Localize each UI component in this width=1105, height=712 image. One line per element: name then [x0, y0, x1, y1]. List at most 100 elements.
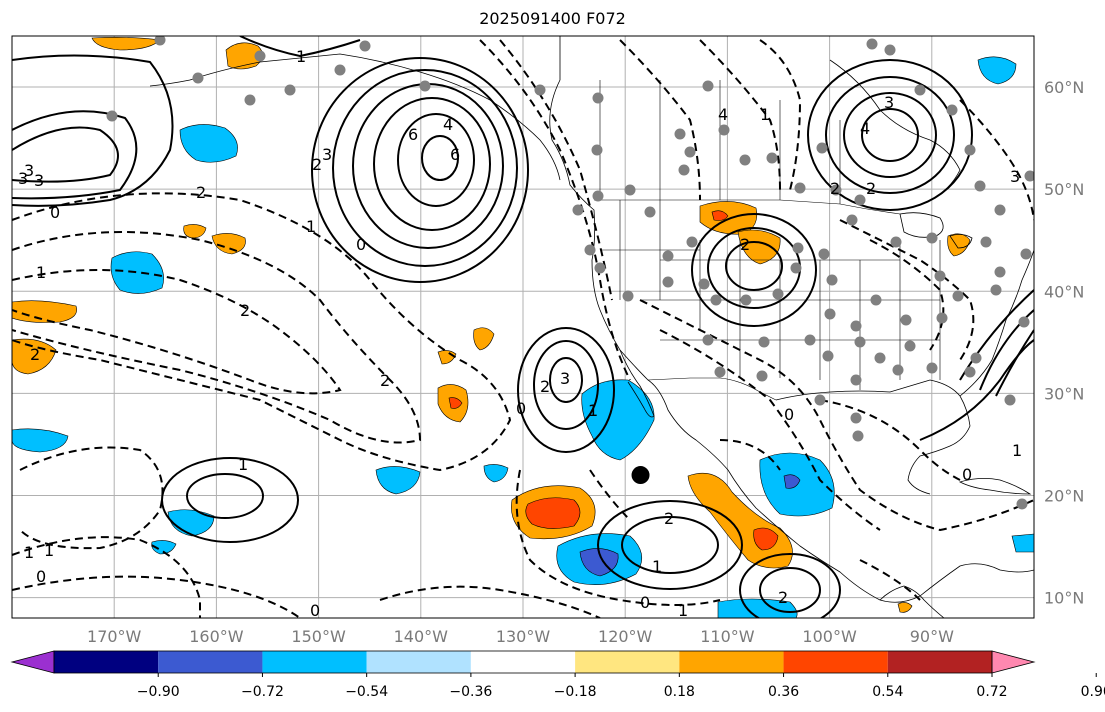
- lon-tick-label: 150°W: [291, 627, 346, 646]
- contour-label: 2: [240, 301, 250, 320]
- station-dot: [284, 84, 296, 96]
- colorbar: [10, 650, 1036, 674]
- great-lakes-2: [949, 234, 973, 249]
- station-dot: [698, 278, 710, 290]
- station-dot: [359, 40, 371, 52]
- station-dot: [974, 180, 986, 192]
- station-dot: [534, 84, 546, 96]
- colorbar-tick-label: −0.18: [554, 684, 597, 700]
- contour-dashed: [719, 439, 921, 601]
- contour-ring: [597, 500, 743, 590]
- contour-ring: [517, 327, 615, 453]
- contour-dashed: [379, 585, 601, 618]
- station-dot: [884, 44, 896, 56]
- station-dot: [824, 308, 836, 320]
- station-dot: [866, 38, 878, 50]
- contour-label: 2: [30, 345, 40, 364]
- contour-ring: [311, 57, 529, 283]
- lat-tick-label: 10°N: [1044, 589, 1084, 608]
- contour-ring: [725, 241, 783, 291]
- station-dot: [702, 334, 714, 346]
- station-dot: [772, 288, 784, 300]
- contour-label: 3: [560, 369, 570, 388]
- region-strong-positive: [525, 497, 581, 529]
- east-coast: [959, 249, 1034, 397]
- contour-label: 3: [322, 145, 332, 164]
- station-dot: [822, 350, 834, 362]
- region-positive: [91, 37, 161, 51]
- station-dot: [830, 184, 842, 196]
- station-dot: [794, 182, 806, 194]
- contour-ring: [825, 76, 955, 194]
- contour-ring: [861, 108, 919, 162]
- station-dot: [584, 244, 596, 256]
- station-dot: [900, 314, 912, 326]
- contour-label: 1: [1012, 441, 1022, 460]
- station-dot: [850, 320, 862, 332]
- colorbar-tick-label: −0.72: [241, 684, 284, 700]
- colorbar-swatch: [575, 651, 680, 673]
- contour-dashed: [819, 399, 961, 481]
- contour-label: 2: [540, 377, 550, 396]
- longitude-labels: 170°W 160°W 150°W 140°W 130°W 120°W 110°W 100°W…: [87, 627, 954, 646]
- region-strong-positive: [753, 527, 779, 551]
- station-dot: [936, 312, 948, 324]
- station-dot: [714, 366, 726, 378]
- station-dot: [758, 336, 770, 348]
- contours-negative: [12, 39, 1034, 618]
- colorbar-tick-label: 0.90: [1081, 684, 1105, 700]
- region-negative: [977, 56, 1017, 85]
- contour-label: 0: [516, 399, 526, 418]
- contour-ring: [621, 516, 719, 574]
- contour-ring: [759, 567, 821, 613]
- contour-line: [919, 339, 1034, 441]
- station-dot: [870, 294, 882, 306]
- station-dot: [592, 190, 604, 202]
- contour-dashed: [12, 575, 301, 618]
- us-mexico-border: [647, 377, 777, 401]
- colorbar-tick-label: 0.18: [664, 684, 695, 700]
- station-dot: [702, 80, 714, 92]
- station-dot: [1024, 170, 1034, 182]
- contour-dashed: [659, 329, 881, 531]
- lon-tick-label: 130°W: [496, 627, 551, 646]
- station-dot: [1020, 248, 1032, 260]
- station-dot: [622, 290, 634, 302]
- contour-dashed: [12, 536, 201, 618]
- colorbar-swatch: [470, 651, 576, 673]
- region-positive: [473, 327, 495, 351]
- coastlines: [149, 36, 1034, 618]
- station-dot: [740, 294, 752, 306]
- station-dot: [946, 104, 958, 116]
- contour-label: 3: [884, 93, 894, 112]
- station-dot: [254, 50, 266, 62]
- station-dot: [818, 248, 830, 260]
- station-dot: [756, 370, 768, 382]
- station-dot: [739, 154, 751, 166]
- colorbar-tick-label: 0.72: [976, 684, 1007, 700]
- station-dot: [850, 374, 862, 386]
- colorbar-swatch: [366, 651, 471, 673]
- contour-label: 6: [408, 125, 418, 144]
- station-dot: [964, 144, 976, 156]
- station-dot: [792, 242, 804, 254]
- lon-tick-label: 100°W: [802, 627, 857, 646]
- hudson-bay: [829, 59, 961, 201]
- lat-tick-label: 30°N: [1044, 384, 1084, 403]
- region-positive: [211, 233, 246, 255]
- contour-dashed: [12, 269, 342, 395]
- region-negative: [110, 251, 164, 294]
- contour-ring: [843, 92, 937, 178]
- station-dot: [934, 270, 946, 282]
- contour-label: 0: [36, 567, 46, 586]
- contour-label: 0: [784, 405, 794, 424]
- station-dot: [419, 80, 431, 92]
- region-positive: [12, 338, 57, 375]
- contour-label: 2: [866, 179, 876, 198]
- contour-dashed: [499, 39, 613, 301]
- lon-tick-label: 170°W: [87, 627, 142, 646]
- location-marker: [631, 466, 650, 485]
- contour-label: 1: [44, 541, 54, 560]
- region-strong-negative: [783, 474, 801, 489]
